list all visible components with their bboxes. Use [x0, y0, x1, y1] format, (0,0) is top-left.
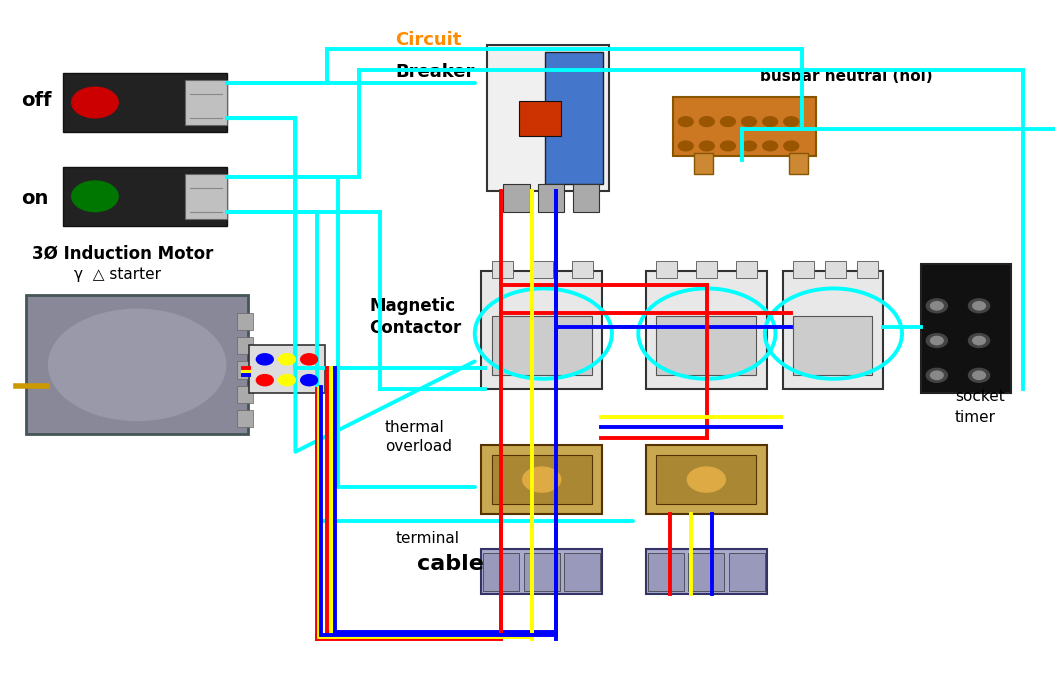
Text: cable: cable	[417, 555, 483, 574]
FancyBboxPatch shape	[237, 337, 253, 354]
Circle shape	[763, 141, 778, 151]
Circle shape	[721, 141, 735, 151]
Text: 3Ø Induction Motor: 3Ø Induction Motor	[32, 245, 213, 263]
Text: busbar neutral (nol): busbar neutral (nol)	[760, 69, 933, 84]
Text: Circuit: Circuit	[396, 31, 462, 49]
FancyBboxPatch shape	[656, 455, 756, 504]
Circle shape	[256, 354, 273, 365]
FancyBboxPatch shape	[545, 52, 603, 184]
Circle shape	[301, 375, 318, 386]
FancyBboxPatch shape	[237, 386, 253, 403]
Text: Contactor: Contactor	[369, 319, 461, 337]
Circle shape	[973, 336, 985, 345]
FancyBboxPatch shape	[532, 261, 553, 278]
Circle shape	[721, 117, 735, 126]
FancyBboxPatch shape	[783, 271, 883, 389]
Circle shape	[968, 299, 990, 313]
FancyBboxPatch shape	[523, 553, 560, 591]
Text: terminal: terminal	[396, 531, 460, 546]
FancyBboxPatch shape	[564, 553, 600, 591]
Circle shape	[742, 117, 756, 126]
FancyBboxPatch shape	[793, 316, 872, 375]
FancyBboxPatch shape	[646, 549, 767, 594]
Text: off: off	[21, 91, 52, 111]
FancyBboxPatch shape	[696, 261, 717, 278]
FancyBboxPatch shape	[249, 345, 325, 393]
Text: thermal: thermal	[385, 420, 445, 435]
FancyBboxPatch shape	[572, 261, 593, 278]
FancyBboxPatch shape	[237, 410, 253, 427]
Circle shape	[931, 302, 943, 310]
Circle shape	[279, 375, 295, 386]
FancyBboxPatch shape	[656, 261, 677, 278]
Circle shape	[688, 467, 726, 492]
Circle shape	[742, 141, 756, 151]
Text: γ  △ starter: γ △ starter	[74, 267, 160, 282]
Circle shape	[699, 141, 714, 151]
FancyBboxPatch shape	[237, 361, 253, 379]
FancyBboxPatch shape	[487, 45, 609, 191]
FancyBboxPatch shape	[237, 313, 253, 330]
FancyBboxPatch shape	[789, 153, 808, 174]
Circle shape	[968, 334, 990, 348]
Circle shape	[968, 368, 990, 382]
FancyBboxPatch shape	[63, 73, 227, 132]
Text: socket: socket	[955, 389, 1004, 404]
FancyBboxPatch shape	[573, 184, 599, 212]
Circle shape	[973, 371, 985, 379]
FancyBboxPatch shape	[185, 174, 227, 219]
Circle shape	[72, 88, 118, 117]
FancyBboxPatch shape	[481, 271, 602, 389]
Circle shape	[931, 371, 943, 379]
Circle shape	[973, 302, 985, 310]
Circle shape	[926, 334, 947, 348]
Text: overload: overload	[385, 439, 453, 454]
FancyBboxPatch shape	[673, 97, 816, 156]
FancyBboxPatch shape	[185, 80, 227, 125]
FancyBboxPatch shape	[921, 264, 1011, 393]
FancyBboxPatch shape	[656, 316, 756, 375]
Circle shape	[72, 181, 118, 212]
Circle shape	[784, 141, 799, 151]
FancyBboxPatch shape	[694, 153, 713, 174]
FancyBboxPatch shape	[646, 271, 767, 389]
FancyBboxPatch shape	[857, 261, 878, 278]
Circle shape	[279, 354, 295, 365]
Text: Breaker: Breaker	[396, 63, 475, 81]
FancyBboxPatch shape	[503, 184, 530, 212]
FancyBboxPatch shape	[492, 261, 513, 278]
FancyBboxPatch shape	[729, 553, 765, 591]
FancyBboxPatch shape	[736, 261, 757, 278]
FancyBboxPatch shape	[646, 445, 767, 514]
FancyBboxPatch shape	[519, 101, 561, 136]
Circle shape	[523, 467, 561, 492]
Circle shape	[678, 117, 693, 126]
Text: on: on	[21, 188, 49, 208]
FancyBboxPatch shape	[492, 316, 592, 375]
FancyBboxPatch shape	[481, 549, 602, 594]
Circle shape	[678, 141, 693, 151]
Circle shape	[256, 375, 273, 386]
FancyBboxPatch shape	[26, 295, 248, 434]
FancyBboxPatch shape	[538, 184, 564, 212]
FancyBboxPatch shape	[492, 455, 592, 504]
FancyBboxPatch shape	[825, 261, 846, 278]
Circle shape	[763, 117, 778, 126]
Circle shape	[931, 336, 943, 345]
Circle shape	[926, 299, 947, 313]
Circle shape	[784, 117, 799, 126]
FancyBboxPatch shape	[481, 445, 602, 514]
Text: timer: timer	[955, 409, 996, 425]
Circle shape	[699, 117, 714, 126]
Text: Magnetic: Magnetic	[369, 297, 456, 315]
FancyBboxPatch shape	[63, 167, 227, 226]
FancyBboxPatch shape	[793, 261, 814, 278]
FancyBboxPatch shape	[483, 553, 519, 591]
FancyBboxPatch shape	[688, 553, 725, 591]
Ellipse shape	[49, 309, 226, 420]
FancyBboxPatch shape	[648, 553, 684, 591]
Circle shape	[926, 368, 947, 382]
Circle shape	[301, 354, 318, 365]
